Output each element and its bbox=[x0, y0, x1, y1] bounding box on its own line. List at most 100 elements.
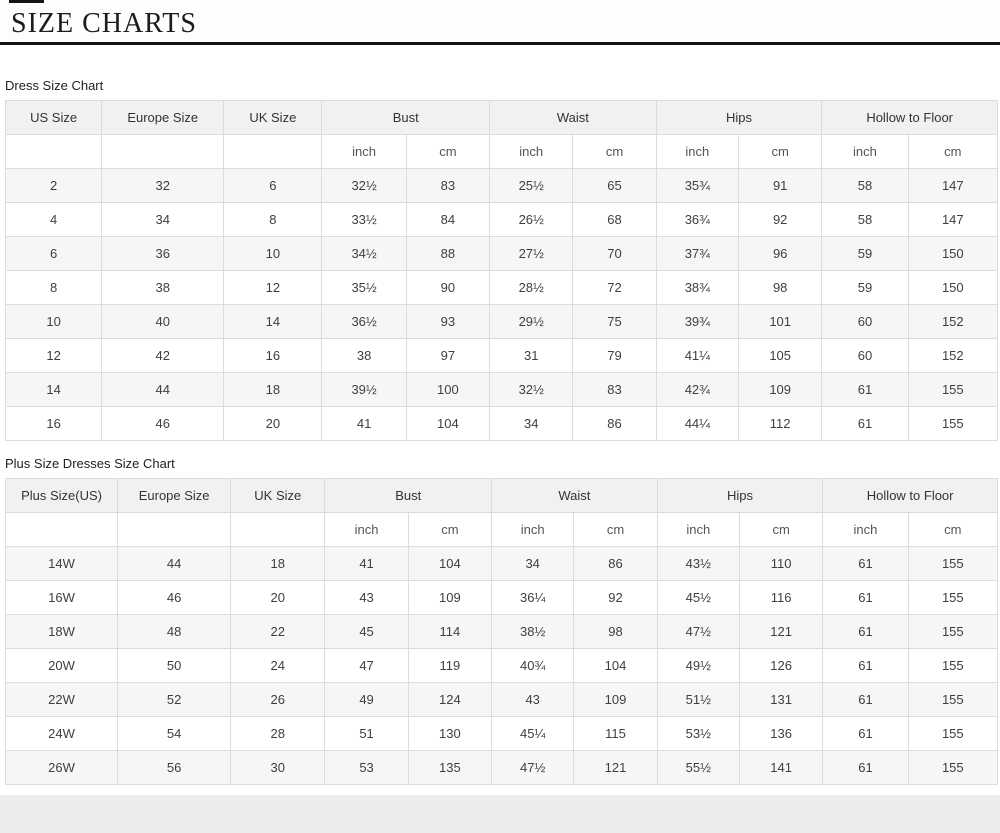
cell: 20W bbox=[4, 648, 119, 684]
cell: 65 bbox=[572, 168, 657, 204]
cell: 48 bbox=[117, 614, 232, 650]
empty-header-cell bbox=[117, 512, 232, 548]
unit-header: inch bbox=[489, 134, 574, 170]
cell: 98 bbox=[573, 614, 658, 650]
cell: 34 bbox=[489, 406, 574, 442]
cell: 33½ bbox=[321, 202, 407, 238]
cell: 16 bbox=[223, 338, 323, 374]
table-row: 14W 44 18 41 104 34 86 43½ 110 61 155 bbox=[4, 546, 999, 582]
cell: 47½ bbox=[491, 750, 575, 786]
cell: 41¼ bbox=[655, 338, 740, 374]
cell: 6 bbox=[4, 236, 103, 272]
column-header: Plus Size(US) bbox=[4, 478, 119, 514]
cell: 61 bbox=[822, 682, 909, 718]
unit-header: cm bbox=[907, 134, 999, 170]
cell: 58 bbox=[821, 168, 909, 204]
cell: 28 bbox=[230, 716, 326, 752]
cell: 97 bbox=[405, 338, 491, 374]
cell: 83 bbox=[572, 372, 657, 408]
unit-header: cm bbox=[407, 512, 493, 548]
cell: 58 bbox=[821, 202, 909, 238]
header-unit-row: inch cm inch cm inch cm inch cm bbox=[4, 512, 999, 548]
cell: 83 bbox=[405, 168, 491, 204]
cell: 115 bbox=[573, 716, 658, 752]
cell: 24W bbox=[4, 716, 119, 752]
cell: 44 bbox=[117, 546, 232, 582]
column-group-header: Bust bbox=[324, 478, 493, 514]
unit-header: inch bbox=[321, 134, 407, 170]
unit-header: inch bbox=[656, 512, 741, 548]
cell: 51 bbox=[324, 716, 409, 752]
plus-size-chart-caption: Plus Size Dresses Size Chart bbox=[5, 456, 175, 472]
cell: 114 bbox=[407, 614, 493, 650]
empty-header-cell bbox=[101, 134, 225, 170]
unit-header: cm bbox=[907, 512, 999, 548]
cell: 59 bbox=[821, 270, 909, 306]
cell: 29½ bbox=[489, 304, 574, 340]
cell: 32½ bbox=[489, 372, 574, 408]
unit-header: inch bbox=[491, 512, 575, 548]
empty-header-cell bbox=[4, 134, 103, 170]
cell: 70 bbox=[572, 236, 657, 272]
cell: 61 bbox=[822, 580, 909, 616]
cell: 27½ bbox=[489, 236, 574, 272]
cell: 61 bbox=[822, 614, 909, 650]
cell: 38½ bbox=[491, 614, 575, 650]
cell: 44¼ bbox=[655, 406, 740, 442]
cell: 104 bbox=[573, 648, 658, 684]
cell: 14 bbox=[223, 304, 323, 340]
cell: 39½ bbox=[321, 372, 407, 408]
cell: 14 bbox=[4, 372, 103, 408]
cell: 61 bbox=[821, 406, 909, 442]
cell: 61 bbox=[822, 716, 909, 752]
plus-size-chart-table: Plus Size(US) Europe Size UK Size Bust Waist… bbox=[4, 478, 999, 786]
unit-header: cm bbox=[572, 134, 657, 170]
table-row: 4 34 8 33½ 84 26½ 68 36¾ 92 58 147 bbox=[4, 202, 999, 238]
cell: 42 bbox=[101, 338, 225, 374]
header-unit-row: inch cm inch cm inch cm inch cm bbox=[4, 134, 999, 170]
cell: 40 bbox=[101, 304, 225, 340]
cell: 20 bbox=[230, 580, 326, 616]
cell: 141 bbox=[738, 750, 824, 786]
cell: 61 bbox=[821, 372, 909, 408]
cell: 36¾ bbox=[655, 202, 740, 238]
cell: 45¼ bbox=[491, 716, 575, 752]
cell: 150 bbox=[907, 270, 999, 306]
cell: 41 bbox=[324, 546, 409, 582]
cell: 124 bbox=[407, 682, 493, 718]
cell: 90 bbox=[405, 270, 491, 306]
column-group-header: Hips bbox=[656, 478, 824, 514]
unit-header: inch bbox=[821, 134, 909, 170]
cell: 105 bbox=[738, 338, 823, 374]
table-row: 14 44 18 39½ 100 32½ 83 42¾ 109 61 155 bbox=[4, 372, 999, 408]
header-group-row: Plus Size(US) Europe Size UK Size Bust Waist… bbox=[4, 478, 998, 514]
cell: 38¾ bbox=[655, 270, 740, 306]
cell: 84 bbox=[405, 202, 491, 238]
cell: 110 bbox=[738, 546, 824, 582]
page-header: SIZE CHARTS bbox=[0, 0, 1000, 46]
table-row: 18W 48 22 45 114 38½ 98 47½ 121 61 155 bbox=[4, 614, 999, 650]
cell: 49½ bbox=[656, 648, 741, 684]
cell: 30 bbox=[230, 750, 326, 786]
table-row: 8 38 12 35½ 90 28½ 72 38¾ 98 59 150 bbox=[4, 270, 999, 306]
cell: 34 bbox=[491, 546, 575, 582]
cell: 35½ bbox=[321, 270, 407, 306]
cell: 155 bbox=[907, 716, 999, 752]
cell: 18W bbox=[4, 614, 119, 650]
cell: 109 bbox=[738, 372, 823, 408]
cell: 38 bbox=[101, 270, 225, 306]
cell: 50 bbox=[117, 648, 232, 684]
cell: 12 bbox=[223, 270, 323, 306]
cell: 155 bbox=[907, 406, 999, 442]
cell: 6 bbox=[223, 168, 323, 204]
cell: 49 bbox=[324, 682, 409, 718]
cell: 26W bbox=[4, 750, 119, 786]
cell: 56 bbox=[117, 750, 232, 786]
column-group-header: Waist bbox=[489, 100, 657, 136]
column-group-header: Bust bbox=[321, 100, 491, 136]
cell: 54 bbox=[117, 716, 232, 752]
cell: 45½ bbox=[656, 580, 741, 616]
cell: 150 bbox=[907, 236, 999, 272]
unit-header: inch bbox=[324, 512, 409, 548]
cell: 36½ bbox=[321, 304, 407, 340]
